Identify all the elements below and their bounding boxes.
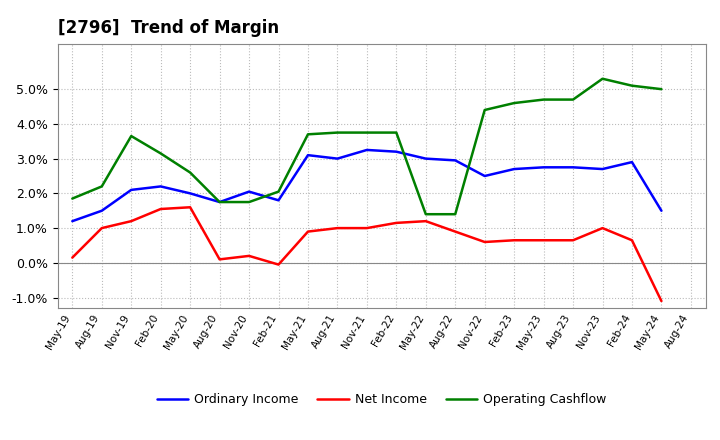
Operating Cashflow bbox=[451, 212, 459, 217]
Ordinary Income bbox=[68, 219, 76, 224]
Ordinary Income bbox=[333, 156, 342, 161]
Operating Cashflow bbox=[127, 133, 135, 139]
Net Income bbox=[127, 219, 135, 224]
Operating Cashflow bbox=[156, 151, 165, 156]
Net Income bbox=[539, 238, 548, 243]
Net Income bbox=[245, 253, 253, 259]
Operating Cashflow bbox=[186, 170, 194, 175]
Net Income bbox=[598, 225, 607, 231]
Net Income bbox=[628, 238, 636, 243]
Net Income bbox=[274, 262, 283, 267]
Net Income bbox=[569, 238, 577, 243]
Net Income bbox=[510, 238, 518, 243]
Operating Cashflow bbox=[304, 132, 312, 137]
Ordinary Income bbox=[480, 173, 489, 179]
Operating Cashflow bbox=[245, 199, 253, 205]
Operating Cashflow bbox=[657, 87, 666, 92]
Ordinary Income bbox=[510, 166, 518, 172]
Net Income bbox=[363, 225, 372, 231]
Ordinary Income bbox=[421, 156, 430, 161]
Ordinary Income bbox=[598, 166, 607, 172]
Net Income bbox=[156, 206, 165, 212]
Operating Cashflow bbox=[480, 107, 489, 113]
Operating Cashflow bbox=[539, 97, 548, 102]
Net Income bbox=[392, 220, 400, 226]
Operating Cashflow bbox=[598, 76, 607, 81]
Line: Net Income: Net Income bbox=[72, 207, 662, 301]
Operating Cashflow bbox=[392, 130, 400, 135]
Ordinary Income bbox=[215, 199, 224, 205]
Text: [2796]  Trend of Margin: [2796] Trend of Margin bbox=[58, 19, 279, 37]
Ordinary Income bbox=[186, 191, 194, 196]
Ordinary Income bbox=[363, 147, 372, 153]
Line: Ordinary Income: Ordinary Income bbox=[72, 150, 662, 221]
Operating Cashflow bbox=[363, 130, 372, 135]
Net Income bbox=[186, 205, 194, 210]
Operating Cashflow bbox=[421, 212, 430, 217]
Net Income bbox=[215, 257, 224, 262]
Net Income bbox=[333, 225, 342, 231]
Ordinary Income bbox=[156, 184, 165, 189]
Net Income bbox=[97, 225, 106, 231]
Operating Cashflow bbox=[215, 199, 224, 205]
Line: Operating Cashflow: Operating Cashflow bbox=[72, 79, 662, 214]
Ordinary Income bbox=[451, 158, 459, 163]
Ordinary Income bbox=[127, 187, 135, 193]
Operating Cashflow bbox=[510, 100, 518, 106]
Ordinary Income bbox=[304, 153, 312, 158]
Ordinary Income bbox=[569, 165, 577, 170]
Operating Cashflow bbox=[333, 130, 342, 135]
Operating Cashflow bbox=[628, 83, 636, 88]
Net Income bbox=[304, 229, 312, 234]
Ordinary Income bbox=[392, 149, 400, 154]
Operating Cashflow bbox=[274, 189, 283, 194]
Ordinary Income bbox=[97, 208, 106, 213]
Legend: Ordinary Income, Net Income, Operating Cashflow: Ordinary Income, Net Income, Operating C… bbox=[152, 388, 611, 411]
Operating Cashflow bbox=[68, 196, 76, 201]
Net Income bbox=[451, 229, 459, 234]
Operating Cashflow bbox=[97, 184, 106, 189]
Net Income bbox=[480, 239, 489, 245]
Net Income bbox=[68, 255, 76, 260]
Ordinary Income bbox=[657, 208, 666, 213]
Operating Cashflow bbox=[569, 97, 577, 102]
Ordinary Income bbox=[628, 159, 636, 165]
Ordinary Income bbox=[245, 189, 253, 194]
Ordinary Income bbox=[539, 165, 548, 170]
Net Income bbox=[421, 219, 430, 224]
Net Income bbox=[657, 298, 666, 304]
Ordinary Income bbox=[274, 198, 283, 203]
